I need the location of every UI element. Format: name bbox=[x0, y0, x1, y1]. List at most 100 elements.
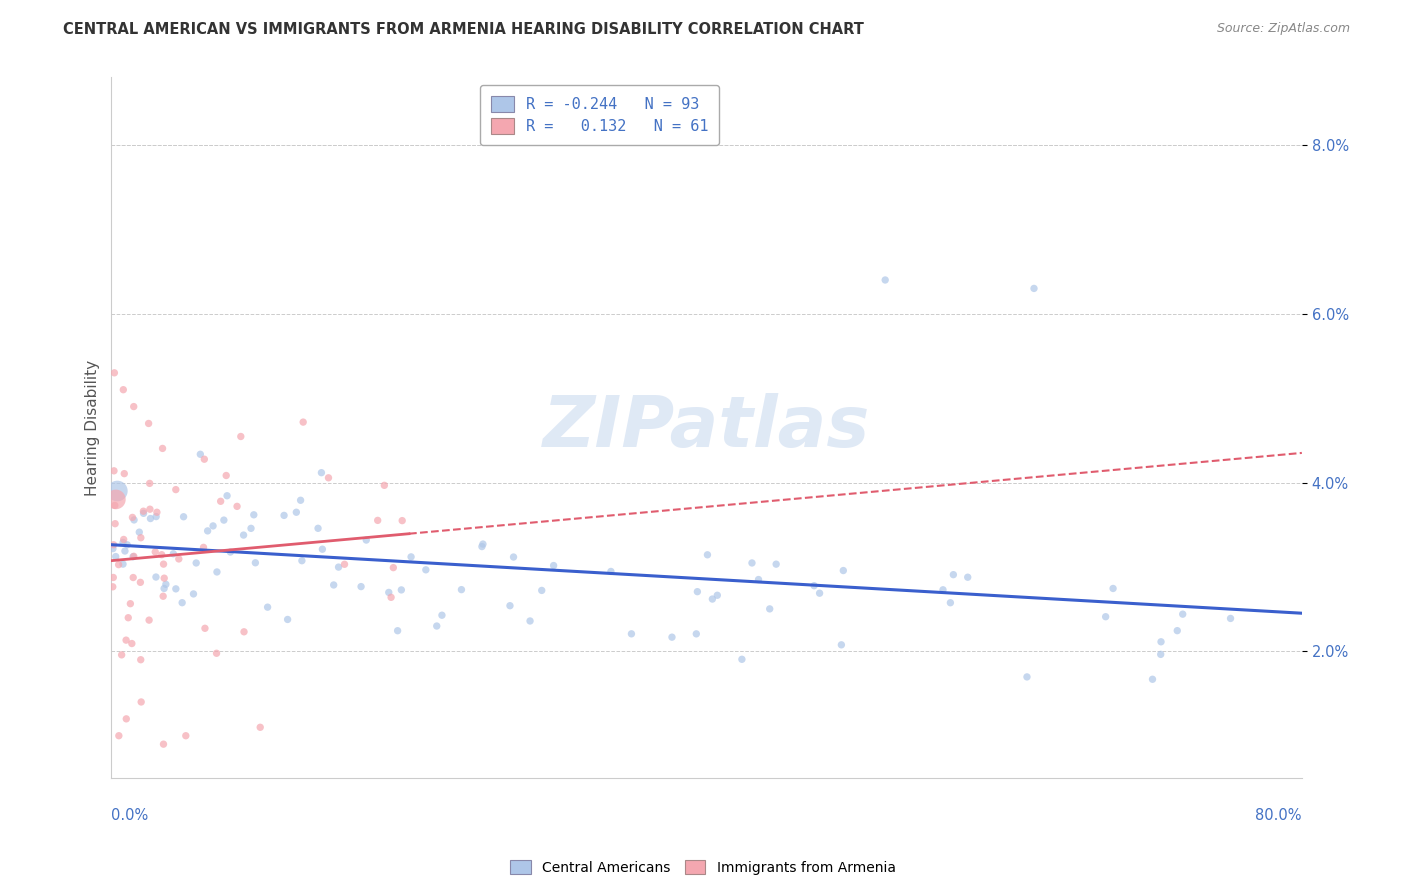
Point bbox=[1171, 607, 1194, 622]
Point bbox=[101, 541, 124, 556]
Point bbox=[103, 538, 125, 552]
Point bbox=[620, 627, 643, 641]
Point bbox=[875, 273, 897, 287]
Point bbox=[391, 514, 413, 528]
Point bbox=[215, 468, 238, 483]
Point bbox=[121, 636, 143, 650]
Point bbox=[471, 540, 494, 554]
Point bbox=[832, 564, 855, 578]
Point bbox=[121, 510, 143, 524]
Point bbox=[243, 508, 266, 522]
Point bbox=[209, 494, 232, 508]
Point bbox=[333, 558, 356, 572]
Point bbox=[803, 579, 825, 593]
Point bbox=[186, 556, 208, 570]
Point bbox=[114, 544, 136, 558]
Point bbox=[1150, 634, 1173, 648]
Point bbox=[129, 531, 152, 545]
Point bbox=[105, 483, 128, 498]
Point bbox=[152, 737, 174, 751]
Point bbox=[153, 571, 176, 585]
Point bbox=[152, 589, 174, 603]
Point bbox=[139, 502, 162, 516]
Point bbox=[277, 612, 299, 626]
Point bbox=[115, 538, 138, 552]
Point bbox=[150, 548, 173, 562]
Point bbox=[101, 580, 124, 594]
Point bbox=[174, 729, 197, 743]
Point bbox=[830, 638, 852, 652]
Point bbox=[145, 509, 167, 524]
Point bbox=[706, 588, 728, 602]
Point bbox=[415, 563, 437, 577]
Point bbox=[139, 511, 162, 525]
Point bbox=[117, 611, 139, 625]
Point bbox=[145, 570, 167, 584]
Text: 80.0%: 80.0% bbox=[1256, 808, 1302, 823]
Point bbox=[661, 630, 683, 644]
Point bbox=[108, 729, 131, 743]
Point bbox=[1102, 582, 1125, 596]
Point bbox=[1166, 624, 1188, 638]
Point bbox=[129, 653, 152, 667]
Point bbox=[530, 583, 553, 598]
Text: 0.0%: 0.0% bbox=[111, 808, 149, 823]
Point bbox=[318, 471, 340, 485]
Point bbox=[152, 442, 174, 456]
Point bbox=[122, 400, 145, 414]
Point bbox=[104, 549, 127, 564]
Point bbox=[111, 557, 134, 571]
Point bbox=[122, 513, 145, 527]
Point bbox=[111, 648, 134, 662]
Point bbox=[232, 528, 254, 542]
Point bbox=[197, 524, 219, 538]
Point bbox=[188, 447, 211, 461]
Point bbox=[1150, 648, 1173, 662]
Point bbox=[183, 587, 205, 601]
Point bbox=[165, 483, 187, 497]
Point bbox=[226, 500, 249, 514]
Point bbox=[696, 548, 718, 562]
Y-axis label: Hearing Disability: Hearing Disability bbox=[86, 359, 100, 496]
Text: Source: ZipAtlas.com: Source: ZipAtlas.com bbox=[1216, 22, 1350, 36]
Point bbox=[103, 464, 125, 478]
Point bbox=[112, 383, 135, 397]
Point bbox=[307, 521, 329, 535]
Point bbox=[1142, 673, 1164, 687]
Point bbox=[115, 633, 138, 648]
Point bbox=[162, 547, 184, 561]
Point bbox=[450, 582, 472, 597]
Point bbox=[387, 624, 409, 638]
Text: ZIPatlas: ZIPatlas bbox=[543, 393, 870, 462]
Point bbox=[747, 573, 769, 587]
Point bbox=[1094, 609, 1116, 624]
Point bbox=[741, 556, 763, 570]
Point bbox=[152, 557, 174, 571]
Point bbox=[380, 591, 402, 605]
Point bbox=[939, 596, 962, 610]
Point bbox=[1015, 670, 1038, 684]
Point bbox=[808, 586, 831, 600]
Point bbox=[103, 570, 125, 584]
Point bbox=[399, 549, 422, 564]
Point bbox=[219, 545, 242, 559]
Point bbox=[245, 556, 267, 570]
Point bbox=[382, 560, 405, 574]
Point bbox=[765, 557, 787, 571]
Point bbox=[932, 582, 955, 597]
Point bbox=[128, 525, 150, 540]
Point bbox=[205, 646, 228, 660]
Point bbox=[104, 492, 127, 507]
Point bbox=[122, 549, 145, 564]
Point bbox=[217, 489, 239, 503]
Point bbox=[519, 614, 541, 628]
Point bbox=[430, 608, 453, 623]
Point bbox=[143, 545, 166, 559]
Point bbox=[256, 600, 278, 615]
Legend: R = -0.244   N = 93, R =   0.132   N = 61: R = -0.244 N = 93, R = 0.132 N = 61 bbox=[479, 85, 718, 145]
Point bbox=[153, 582, 176, 596]
Point bbox=[942, 567, 965, 582]
Point bbox=[758, 602, 780, 616]
Point bbox=[273, 508, 295, 523]
Point bbox=[193, 452, 215, 467]
